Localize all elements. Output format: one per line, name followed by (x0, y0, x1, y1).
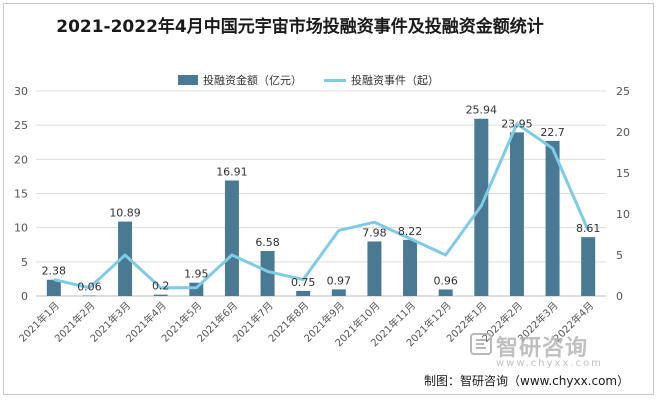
y-left-tick-label: 20 (14, 153, 28, 166)
bar-value-label: 23.95 (501, 117, 533, 130)
chart-frame (3, 3, 654, 395)
line-series (53, 122, 590, 290)
legend-bar-swatch (178, 75, 198, 85)
chart-title: 2021-2022年4月中国元宇宙市场投融资事件及投融资金额统计 (56, 17, 544, 37)
bar-value-label: 10.89 (109, 207, 141, 220)
bar (403, 239, 418, 296)
y-right-tick-label: 25 (616, 85, 630, 98)
bar (260, 251, 275, 296)
bar-value-label: 8.61 (576, 222, 601, 235)
bar-value-label: 25.94 (466, 104, 498, 117)
legend-line-swatch (324, 78, 346, 82)
y-right-tick-label: 20 (616, 126, 630, 139)
chart-legend: 投融资金额（亿元） 投融资事件（起） (178, 72, 439, 88)
legend-item-line: 投融资事件（起） (324, 72, 439, 88)
y-right-tick-label: 0 (616, 290, 623, 303)
y-right-tick-label: 5 (616, 249, 623, 262)
bar-value-label: 0.06 (77, 281, 102, 294)
y-left-tick-label: 10 (14, 222, 28, 235)
legend-item-bar: 投融资金额（亿元） (178, 72, 302, 88)
bar-value-label: 22.7 (540, 126, 565, 139)
legend-bar-label: 投融资金额（亿元） (203, 74, 302, 87)
bar-value-label: 8.22 (398, 225, 423, 238)
bar-value-label: 0.96 (433, 274, 458, 287)
y-left-tick-label: 0 (21, 290, 28, 303)
watermark-url: www.chyxx.com (496, 358, 603, 369)
bar-value-label: 0.2 (152, 280, 170, 293)
bar-value-label: 2.38 (42, 265, 67, 278)
bar-value-label: 1.95 (184, 268, 209, 281)
bar (581, 237, 596, 296)
y-left-tick-label: 5 (21, 256, 28, 269)
y-right-tick-label: 15 (616, 167, 630, 180)
bar-value-label: 16.91 (216, 165, 248, 178)
watermark-logo-icon (470, 333, 492, 355)
bar-value-label: 6.58 (255, 236, 280, 249)
bar (224, 180, 239, 296)
bar-value-label: 0.75 (291, 276, 316, 289)
bar (509, 132, 524, 296)
bar (118, 221, 133, 296)
legend-line-label: 投融资事件（起） (351, 74, 439, 87)
bar (367, 241, 382, 296)
bar (438, 289, 453, 296)
source-credit: 制图：智研咨询（www.chyxx.com） (424, 374, 630, 388)
bar (46, 279, 61, 296)
bar (545, 140, 560, 296)
bar (331, 289, 346, 296)
bar (153, 294, 168, 296)
watermark-text: 智研咨询 (496, 336, 589, 361)
y-right-tick-label: 10 (616, 208, 630, 221)
bar-value-label: 7.98 (362, 226, 387, 239)
y-left-tick-label: 25 (14, 119, 28, 132)
bar (296, 290, 311, 296)
bar-value-label: 0.97 (327, 274, 352, 287)
y-left-tick-label: 15 (14, 188, 28, 201)
y-left-tick-label: 30 (14, 85, 28, 98)
bar (82, 295, 97, 297)
